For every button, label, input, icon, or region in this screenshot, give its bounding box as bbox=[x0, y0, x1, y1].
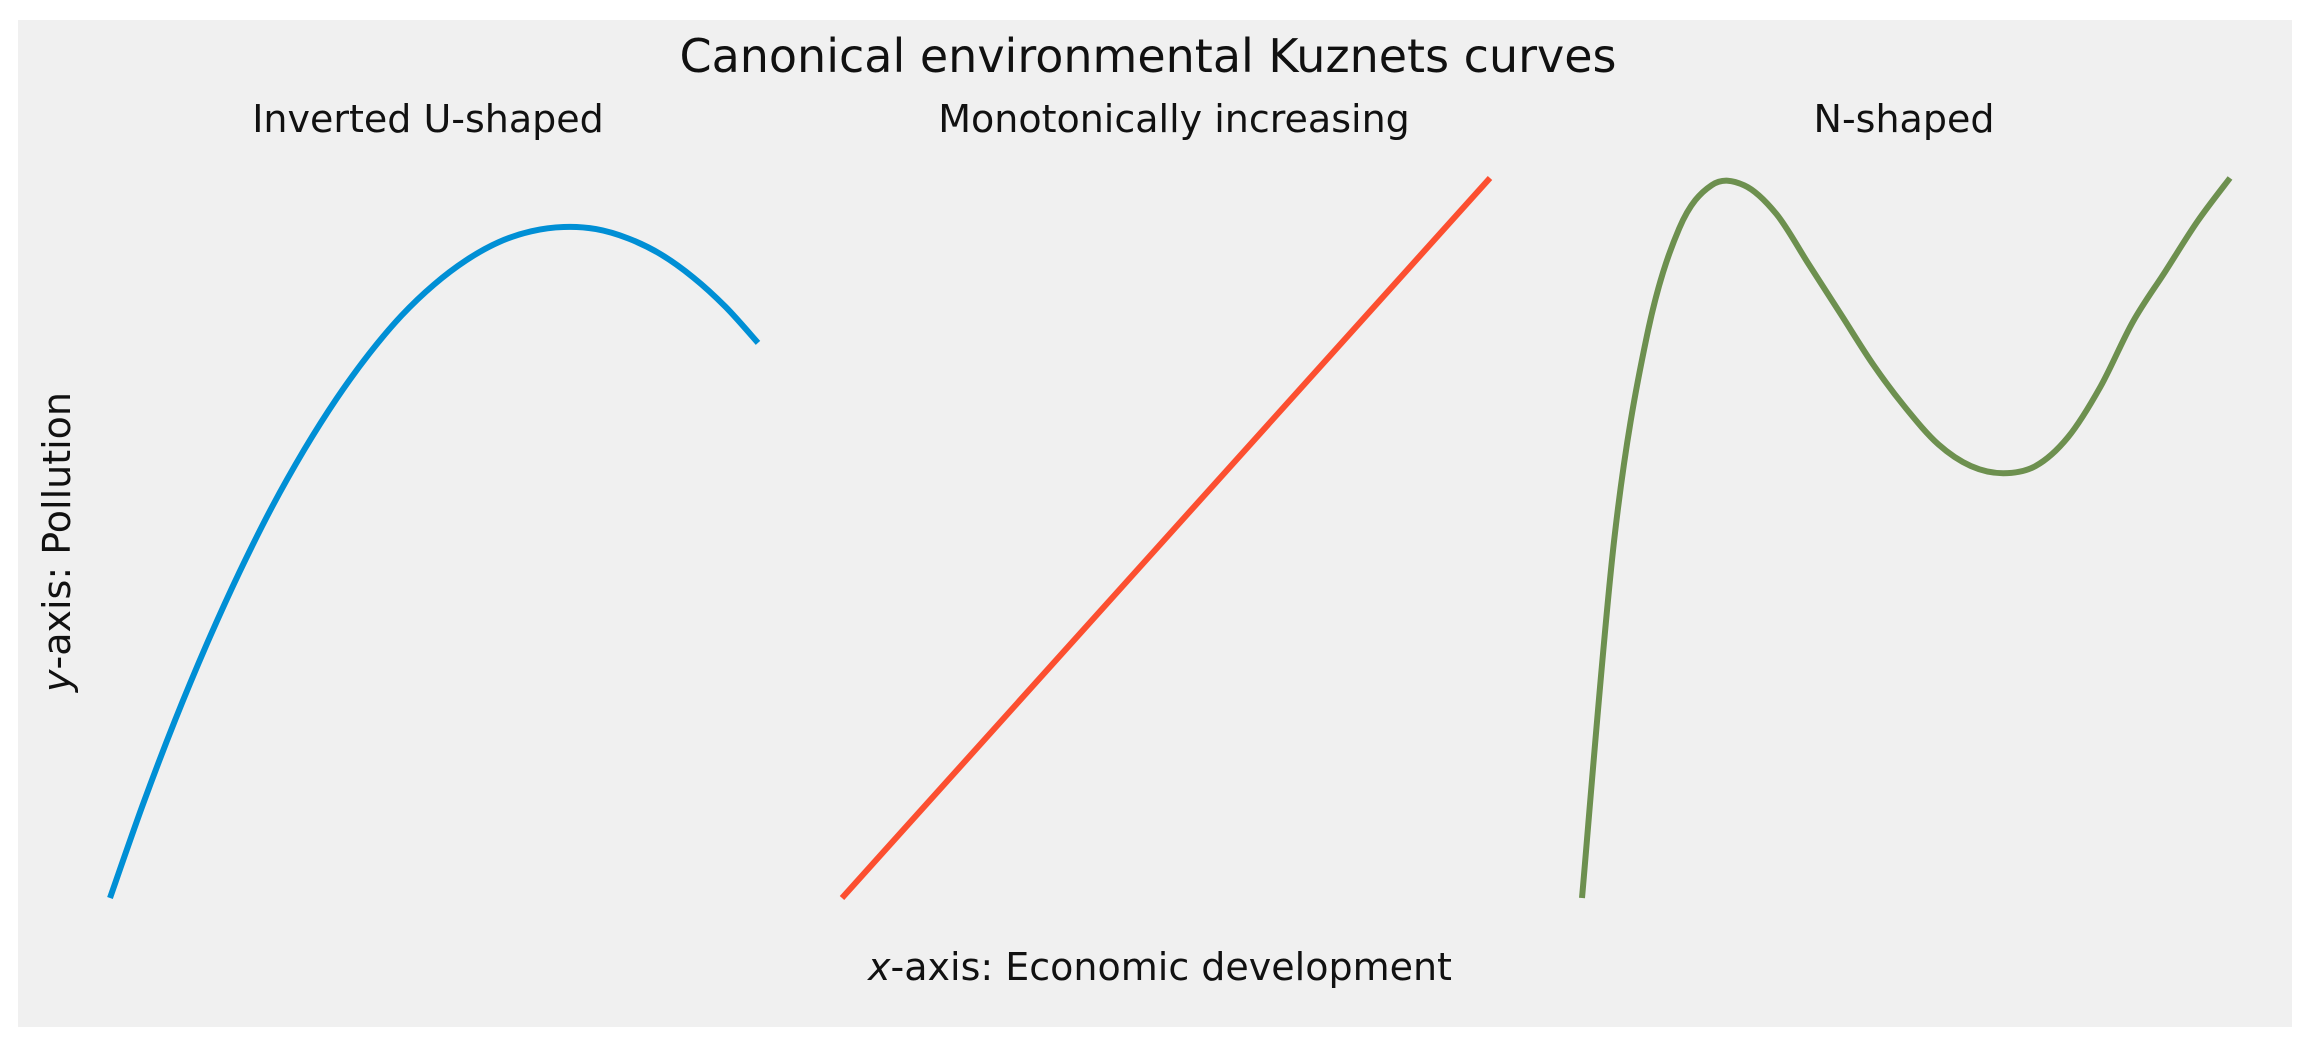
series-line-inverted-u bbox=[107, 223, 761, 899]
y-axis-label-var: y bbox=[35, 669, 79, 693]
y-axis-label-text: -axis: Pollution bbox=[35, 392, 79, 670]
figure-title: Canonical environmental Kuznets curves bbox=[679, 29, 1616, 83]
panel-title-monotonic: Monotonically increasing bbox=[938, 97, 1410, 141]
panel-title-inverted-u: Inverted U-shaped bbox=[252, 97, 604, 141]
panel-title-n-shaped: N-shaped bbox=[1814, 97, 1995, 141]
panels: Inverted U-shaped Monotonically increasin… bbox=[107, 97, 2233, 901]
x-axis-label-var: x bbox=[867, 945, 891, 989]
series-line-n-shaped bbox=[1579, 176, 2233, 899]
y-axis-label: y-axis: Pollution bbox=[35, 392, 79, 693]
x-axis-label: x-axis: Economic development bbox=[867, 945, 1452, 989]
chart-svg: Canonical environmental Kuznets curves x… bbox=[35, 29, 2233, 989]
series-line-monotonic bbox=[839, 175, 1493, 901]
figure: Canonical environmental Kuznets curves x… bbox=[18, 20, 2292, 1027]
x-axis-label-text: -axis: Economic development bbox=[891, 945, 1452, 989]
